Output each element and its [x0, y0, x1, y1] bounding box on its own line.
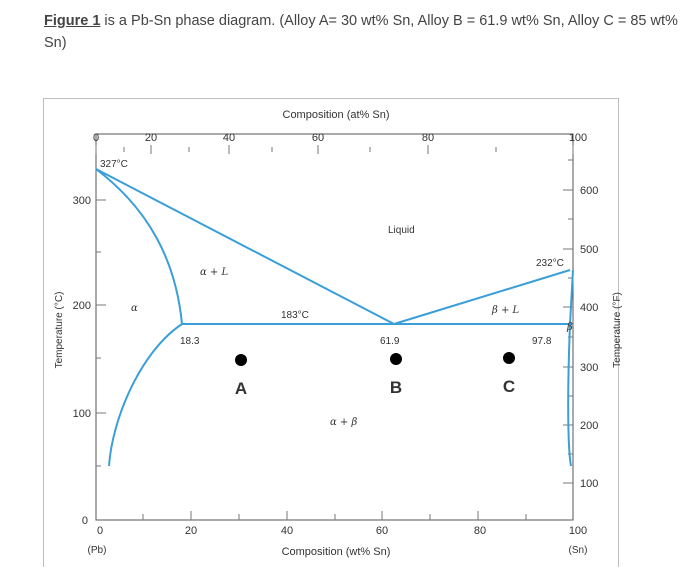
liquidus-right-line	[393, 269, 571, 325]
alloy-b-point	[390, 353, 402, 365]
alpha-limit-label: 18.3	[180, 336, 200, 347]
sn-melting-label: 232°C	[536, 258, 564, 269]
right-tick-label: 400	[580, 302, 598, 314]
alpha-solvus-line	[108, 323, 183, 467]
alpha-liquid-region-label: α + L	[200, 267, 228, 278]
beta-region-label: β	[566, 322, 573, 333]
figure-label: Figure 1	[44, 13, 101, 29]
beta-solidus-line	[569, 269, 574, 325]
top-tick-label: 20	[145, 132, 157, 144]
bottom-axis-title: Composition (wt% Sn)	[282, 546, 391, 558]
top-tick-label: 40	[223, 132, 235, 144]
top-tick-marks	[95, 145, 574, 154]
beta-liquid-region-label: β + L	[491, 305, 520, 316]
caption-text: is a Pb-Sn phase diagram. (Alloy A= 30 w…	[44, 13, 678, 51]
bottom-tick-label: 80	[474, 525, 486, 537]
alloy-b-label: B	[390, 378, 402, 397]
liquid-region-label: Liquid	[388, 225, 415, 236]
alloy-a-label: A	[235, 379, 247, 398]
left-tick-label: 200	[73, 300, 91, 312]
eutectic-comp-label: 61.9	[380, 336, 400, 347]
plot-area	[95, 133, 574, 521]
right-tick-label: 100	[580, 478, 598, 490]
alloy-c-point	[503, 352, 515, 364]
left-tick-label: 100	[73, 408, 91, 420]
bottom-tick-label: 40	[281, 525, 293, 537]
alloy-a-point	[235, 354, 247, 366]
figure-caption: Figure 1 is a Pb-Sn phase diagram. (Allo…	[44, 10, 684, 54]
right-tick-label: 200	[580, 420, 598, 432]
top-tick-label: 60	[312, 132, 324, 144]
alloy-c-label: C	[503, 377, 515, 396]
bottom-tick-label: 60	[376, 525, 388, 537]
alpha-region-label: α	[131, 303, 138, 314]
bottom-tick-label: 20	[185, 525, 197, 537]
top-tick-label: 0	[93, 132, 99, 144]
bottom-tick-marks	[142, 511, 527, 520]
diagram-frame	[43, 98, 619, 567]
right-tick-label: 500	[580, 244, 598, 256]
beta-solvus-line	[567, 323, 572, 467]
alpha-beta-region-label: α + β	[330, 417, 357, 428]
left-axis-title: Temperature (°C)	[54, 292, 65, 369]
right-axis-title: Temperature (°F)	[612, 292, 623, 368]
top-tick-label: 80	[422, 132, 434, 144]
pb-label: (Pb)	[88, 545, 107, 556]
left-tick-label: 0	[82, 515, 88, 527]
pb-melting-label: 327°C	[100, 159, 128, 170]
left-tick-marks	[96, 199, 106, 467]
right-tick-label: 600	[580, 185, 598, 197]
right-tick-label: 300	[580, 362, 598, 374]
liquidus-left-line	[95, 168, 395, 325]
left-tick-label: 300	[73, 195, 91, 207]
bottom-tick-label: 0	[97, 525, 103, 537]
top-tick-label: 100	[569, 132, 587, 144]
top-axis-title: Composition (at% Sn)	[283, 109, 390, 121]
bottom-tick-label: 100	[569, 525, 587, 537]
eutectic-temp-label: 183°C	[281, 310, 309, 321]
sn-label: (Sn)	[569, 545, 588, 556]
alpha-solidus-line	[95, 168, 183, 325]
beta-limit-label: 97.8	[532, 336, 552, 347]
